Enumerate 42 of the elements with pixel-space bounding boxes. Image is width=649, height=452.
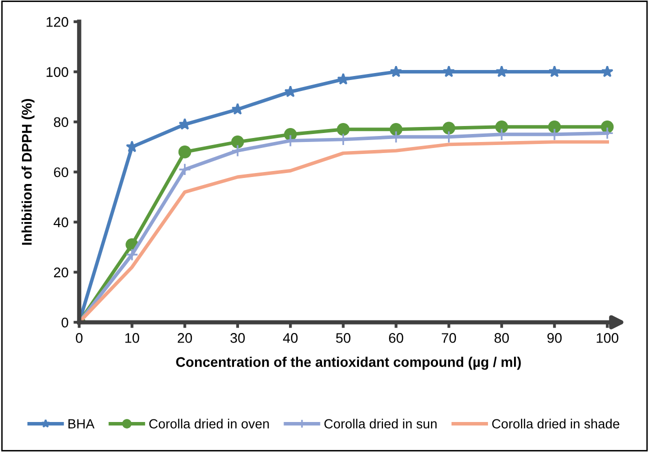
y-tick-label: 60 bbox=[54, 167, 68, 178]
point bbox=[231, 144, 244, 158]
y-axis-title: Inhibition of DPPH (%) bbox=[22, 98, 34, 245]
x-tick-label: 100 bbox=[596, 333, 618, 343]
point bbox=[601, 65, 614, 78]
point bbox=[548, 120, 561, 134]
legend-label: Corolla dried in oven bbox=[149, 418, 269, 428]
point bbox=[126, 140, 138, 152]
point bbox=[495, 120, 508, 134]
x-tick-label: 40 bbox=[283, 333, 298, 343]
y-tick-label: 120 bbox=[46, 17, 68, 27]
x-tick-label: 0 bbox=[76, 333, 82, 343]
point bbox=[126, 248, 138, 262]
point bbox=[336, 123, 350, 136]
legend-label: BHA bbox=[68, 419, 95, 428]
y-tick-label: 100 bbox=[46, 67, 68, 77]
x-tick-label: 90 bbox=[547, 333, 562, 343]
point bbox=[231, 136, 244, 148]
point bbox=[496, 65, 508, 78]
point bbox=[390, 65, 402, 78]
y-tick-label: 80 bbox=[54, 117, 68, 128]
x-tick-label: 10 bbox=[125, 333, 140, 343]
y-tick-label: 40 bbox=[54, 217, 68, 228]
point bbox=[442, 122, 456, 135]
x-tick-label: 20 bbox=[178, 333, 192, 343]
point bbox=[390, 123, 402, 136]
x-tick-label: 80 bbox=[494, 333, 509, 343]
x-tick-label: 60 bbox=[389, 333, 404, 343]
point bbox=[548, 65, 561, 78]
x-axis-title: Concentration of the antioxidant compound (µg / ml) bbox=[176, 356, 521, 370]
point bbox=[442, 65, 455, 78]
point bbox=[600, 120, 614, 134]
y-tick-label: 0 bbox=[62, 318, 68, 328]
legend-label: Corolla dried in shade bbox=[492, 418, 620, 428]
point bbox=[178, 146, 192, 158]
point bbox=[337, 72, 350, 85]
x-tick-label: 50 bbox=[336, 333, 350, 343]
x-tick-label: 30 bbox=[230, 333, 245, 343]
legend-label: Corolla dried in sun bbox=[324, 418, 437, 428]
x-tick-label: 70 bbox=[442, 333, 456, 343]
point bbox=[178, 163, 192, 176]
y-tick-label: 20 bbox=[54, 268, 68, 278]
